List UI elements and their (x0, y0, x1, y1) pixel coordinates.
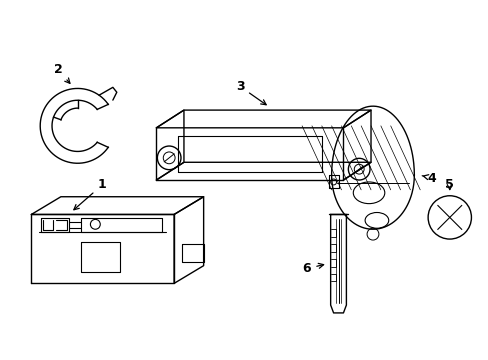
Text: 4: 4 (421, 171, 436, 185)
Text: 6: 6 (302, 262, 323, 275)
Text: 5: 5 (445, 179, 453, 192)
Text: 2: 2 (54, 63, 70, 83)
Text: 1: 1 (74, 179, 106, 210)
Text: 3: 3 (235, 80, 265, 105)
